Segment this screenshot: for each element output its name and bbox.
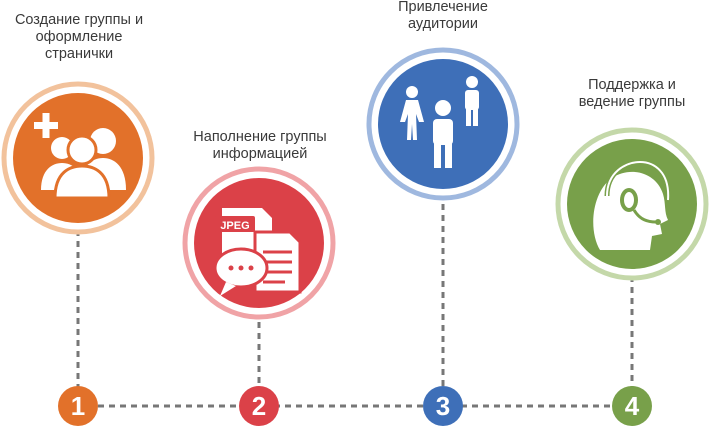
step-4-circle [555,127,709,281]
step-1-title-line: оформление [35,29,123,45]
step-2-title: Наполнение группы информацией [170,129,350,163]
audience-icon [400,76,479,168]
step-2-title-line: Наполнение группы [193,129,327,145]
step-2-number: 2 [239,386,279,426]
step-4-title: Поддержка и ведение группы [562,77,702,111]
step-3-title-line: аудитории [407,16,479,32]
step-1-title-line: странички [44,46,114,62]
headset-operator-icon [593,159,671,250]
step-1-number: 1 [58,386,98,426]
documents-chat-icon: JPEG [213,208,302,296]
users-add-icon [34,113,126,200]
step-3-title-line: Привлечение [398,0,488,15]
step-4-title-line: ведение группы [578,94,686,110]
step-3-title: Привлечение аудитории [373,0,513,33]
step-4-number: 4 [612,386,652,426]
step-1-circle [1,81,155,235]
step-1-title: Создание группы и оформление странички [0,12,158,63]
jpeg-badge: JPEG [220,220,249,232]
step-2-circle: JPEG [182,166,336,320]
step-3-number: 3 [423,386,463,426]
step-3-circle [366,47,520,201]
step-1-title-line: Создание группы и [14,12,144,28]
step-4-title-line: Поддержка и [588,77,676,93]
step-2-title-line: информацией [212,146,308,162]
